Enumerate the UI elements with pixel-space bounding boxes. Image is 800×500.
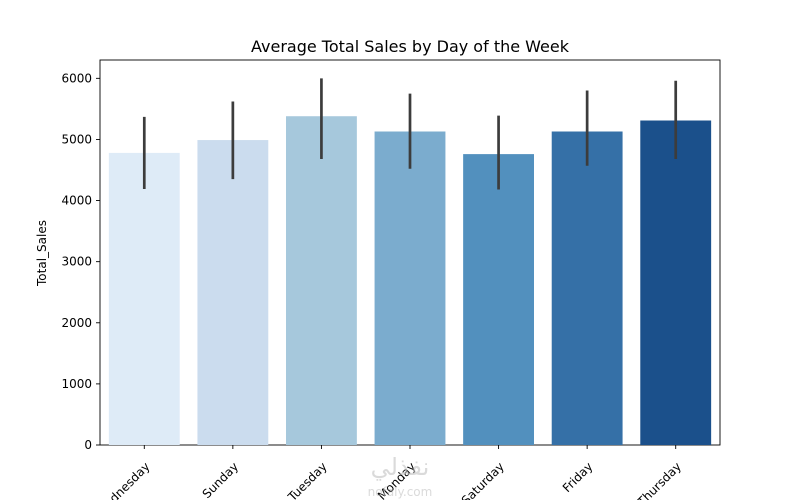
- watermark-url-text: nofaly.com: [368, 485, 433, 499]
- x-tick-label-friday: Friday: [560, 459, 596, 495]
- y-tick-label: 2000: [61, 316, 92, 330]
- x-tick-label-saturday: Saturday: [459, 459, 507, 500]
- x-tick-label-thursday: Thursday: [634, 459, 684, 500]
- y-tick-label: 3000: [61, 255, 92, 269]
- watermark-logo-text: نفذلي: [371, 453, 430, 481]
- bar-wednesday: [108, 152, 180, 445]
- chart-title: Average Total Sales by Day of the Week: [251, 37, 570, 56]
- bars-group: [108, 116, 712, 446]
- y-tick-label: 5000: [61, 132, 92, 146]
- y-tick-label: 1000: [61, 377, 92, 391]
- bar-tuesday: [286, 116, 357, 445]
- bar-saturday: [463, 154, 534, 445]
- y-tick-label: 4000: [61, 194, 92, 208]
- y-tick-label: 6000: [61, 71, 92, 85]
- x-tick-label-sunday: Sunday: [200, 459, 242, 500]
- bar-sunday: [197, 140, 269, 446]
- bar-thursday: [640, 120, 712, 445]
- y-tick-label: 0: [84, 438, 92, 452]
- x-tick-label-tuesday: Tuesday: [285, 459, 330, 500]
- y-axis: 0 1000 2000 3000 4000 5000 6000: [61, 71, 100, 452]
- bar-monday: [374, 131, 446, 445]
- error-bars-group: [142, 78, 678, 190]
- bar-friday: [551, 131, 623, 445]
- watermark-logo: نفذلي nofaly.com: [368, 453, 433, 499]
- y-axis-label: Total_Sales: [35, 220, 49, 287]
- x-tick-label-wednesday: Wednesday: [94, 459, 153, 500]
